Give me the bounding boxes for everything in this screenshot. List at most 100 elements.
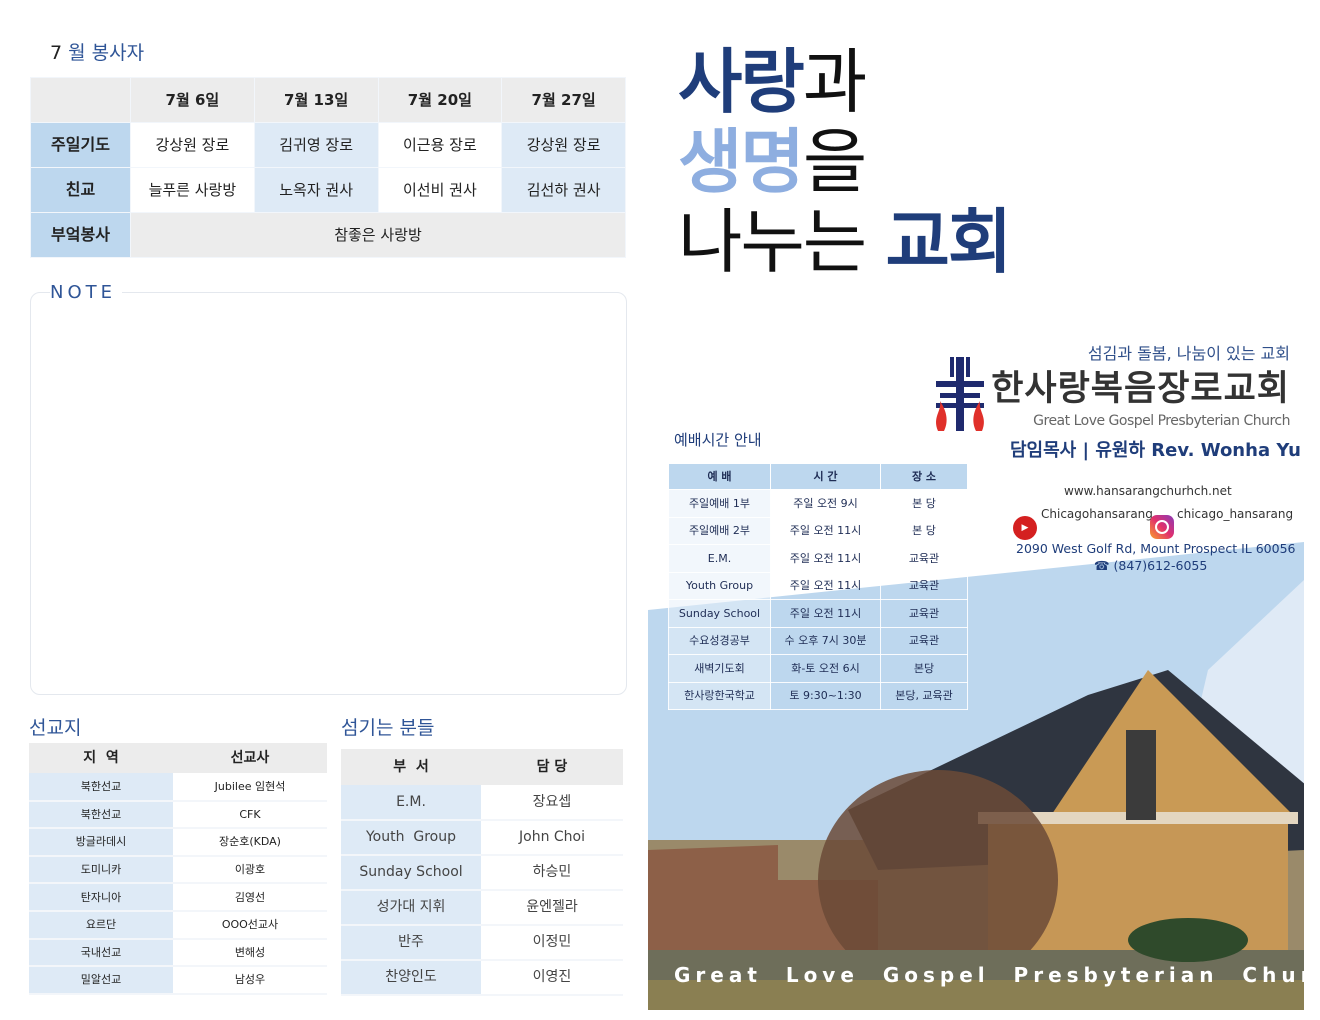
table-row: 국내선교 변해성: [29, 938, 327, 968]
cell: 찬양인도: [341, 960, 481, 996]
cell: 교육관: [880, 599, 968, 628]
table-row: E.M. 주일 오전 11시 교육관: [668, 544, 968, 573]
hero-word: 교회: [885, 201, 1012, 283]
cell: 하승민: [481, 855, 623, 891]
volunteers-table: 7월 6일 7월 13일 7월 20일 7월 27일 주일기도 강상원 장로 김…: [30, 77, 626, 258]
cell: 방글라데시: [29, 828, 173, 857]
header-row: 지 역 선교사: [29, 743, 327, 773]
website-link[interactable]: www.hansarangchurhch.net: [1064, 484, 1232, 498]
hero-word: 나누는: [678, 201, 886, 283]
note-label: NOTE: [50, 282, 123, 304]
volunteers-title: 7 월 봉사자: [50, 42, 144, 65]
missions-title: 선교지: [29, 717, 82, 739]
cell: 이영진: [481, 960, 623, 996]
cell: CFK: [173, 800, 327, 830]
header-cell: 담 당: [481, 749, 623, 785]
table-row: 부엌봉사 참좋은 사랑방: [30, 212, 626, 258]
date-header: 7월 27일: [501, 77, 626, 123]
church-logo-icon: [936, 357, 984, 431]
church-name-korean: 한사랑복음장로교회: [991, 369, 1290, 409]
row-label: 주일기도: [30, 122, 131, 168]
cell: 북한선교: [29, 800, 173, 830]
cell: 성가대 지휘: [341, 890, 481, 926]
servants-title: 섬기는 분들: [341, 717, 435, 739]
cell: 본 당: [880, 516, 968, 545]
cell: 밀알선교: [29, 966, 173, 995]
cell: 본 당: [880, 489, 968, 518]
table-row: 도미니카 이광호: [29, 855, 327, 885]
cell: 노옥자 권사: [253, 167, 379, 213]
cell: 주일 오전 11시: [770, 544, 881, 573]
header-cell: 시 간: [770, 463, 881, 490]
photo-caption: Great Love Gospel Presbyterian Church: [674, 963, 1320, 987]
cell: 김귀영 장로: [253, 122, 379, 168]
cell: Sunday School: [668, 599, 771, 628]
cell: 새벽기도회: [668, 654, 771, 683]
table-row: Sunday School 주일 오전 11시 교육관: [668, 599, 968, 628]
cell: 주일예배 2부: [668, 516, 771, 545]
cell: 반주: [341, 925, 481, 961]
hero-line-1: 사랑과: [678, 41, 867, 123]
cell: 윤엔젤라: [481, 890, 623, 926]
cell: 남성우: [173, 966, 327, 995]
address: 2090 West Golf Rd, Mount Prospect IL 600…: [1016, 541, 1296, 556]
hero-word: 과: [802, 41, 867, 123]
cell: 화-토 오전 6시: [770, 654, 881, 683]
cell: Sunday School: [341, 855, 481, 891]
table-row: 찬양인도 이영진: [341, 960, 623, 996]
merged-cell: 참좋은 사랑방: [130, 212, 626, 258]
cell: Youth Group: [341, 820, 481, 856]
date-header: 7월 13일: [253, 77, 379, 123]
date-header: 7월 20일: [377, 77, 503, 123]
cell: 주일 오전 9시: [770, 489, 881, 518]
background-and-photo: [648, 542, 1304, 1010]
date-header: 7월 6일: [130, 77, 255, 123]
cell: 수요성경공부: [668, 626, 771, 655]
cell: 장순호(KDA): [173, 828, 327, 857]
cell: E.M.: [341, 785, 481, 821]
cell: 이정민: [481, 925, 623, 961]
cell: Youth Group: [668, 571, 771, 600]
hero-line-3: 나누는 교회: [678, 201, 1012, 283]
table-row: 방글라데시 장순호(KDA): [29, 828, 327, 857]
church-photo: [648, 670, 1304, 1010]
table-row: 주일예배 2부 주일 오전 11시 본 당: [668, 516, 968, 545]
cell: 장요셉: [481, 785, 623, 821]
cell: 주일 오전 11시: [770, 516, 881, 545]
cell: 교육관: [880, 626, 968, 655]
month-number: 7: [50, 42, 63, 64]
cell: 이광호: [173, 855, 327, 885]
cell: 강상원 장로: [130, 122, 255, 168]
cell: 본당: [880, 654, 968, 683]
phone: ☎ (847)612-6055: [1094, 558, 1208, 573]
cell: 늘푸른 사랑방: [130, 167, 255, 213]
cell: 수 오후 7시 30분: [770, 626, 881, 655]
table-row: 친교 늘푸른 사랑방 노옥자 권사 이선비 권사 김선하 권사: [30, 167, 626, 213]
youtube-handle[interactable]: Chicagohansarang: [1041, 507, 1153, 521]
cell: 요르단: [29, 910, 173, 940]
table-row: 반주 이정민: [341, 925, 623, 961]
youtube-icon[interactable]: ▶: [1013, 516, 1037, 540]
table-row: 한사랑한국학교 토 9:30~1:30 본당, 교육관: [668, 681, 968, 710]
cell: 탄자니아: [29, 883, 173, 912]
header-cell: 지 역: [29, 743, 173, 773]
cell: 교육관: [880, 544, 968, 573]
cell: 강상원 장로: [501, 122, 626, 168]
note-box[interactable]: [30, 292, 627, 695]
cell: 주일예배 1부: [668, 489, 771, 518]
title-text: 월 봉사자: [68, 42, 145, 64]
table-row: Sunday School 하승민: [341, 855, 623, 891]
cell: E.M.: [668, 544, 771, 573]
table-row: 밀알선교 남성우: [29, 966, 327, 995]
cell: 북한선교: [29, 773, 173, 802]
instagram-handle[interactable]: chicago_hansarang: [1177, 507, 1294, 521]
cell: 교육관: [880, 571, 968, 600]
instagram-icon[interactable]: [1150, 515, 1174, 539]
header-cell: 장 소: [880, 463, 968, 490]
church-slogan: 섬김과 돌봄, 나눔이 있는 교회: [1087, 344, 1290, 363]
hero-word: 생명: [678, 121, 805, 203]
table-row: 탄자니아 김영선: [29, 883, 327, 912]
table-row: 성가대 지휘 윤엔젤라: [341, 890, 623, 926]
